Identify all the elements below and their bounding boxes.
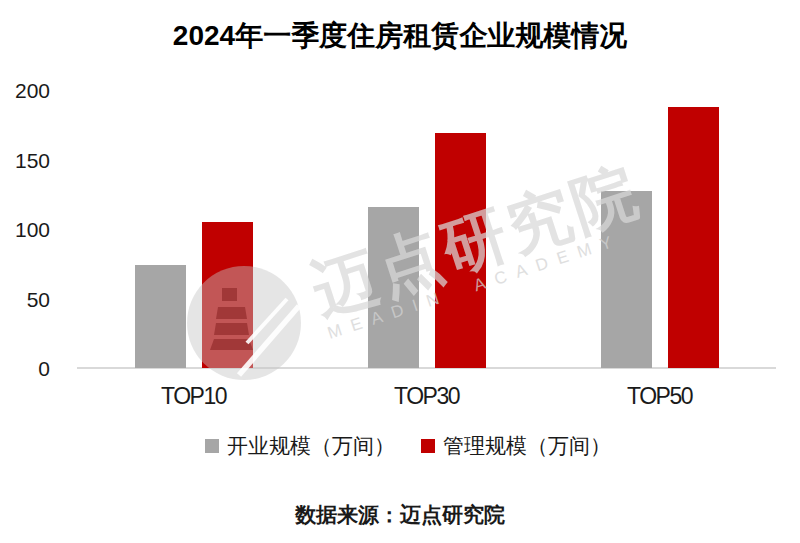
legend-swatch bbox=[421, 439, 435, 453]
data-source: 数据来源：迈点研究院 bbox=[0, 501, 800, 529]
bar-top10-open-scale bbox=[135, 265, 186, 368]
x-category-label-top50: TOP50 bbox=[600, 383, 720, 410]
y-tick-label: 200 bbox=[0, 79, 50, 103]
y-tick-label: 50 bbox=[0, 288, 50, 312]
bar-top10-managed-scale bbox=[202, 222, 253, 368]
chart-title: 2024年一季度住房租赁企业规模情况 bbox=[0, 17, 800, 55]
bar-top50-managed-scale bbox=[668, 107, 719, 368]
x-category-label-top10: TOP10 bbox=[134, 383, 254, 410]
y-tick-label: 150 bbox=[0, 149, 50, 173]
bar-top30-managed-scale bbox=[435, 133, 486, 368]
legend-label: 开业规模（万间） bbox=[227, 432, 395, 460]
legend-swatch bbox=[205, 439, 219, 453]
y-tick-label: 100 bbox=[0, 218, 50, 242]
y-tick-label: 0 bbox=[0, 357, 50, 381]
bar-top50-open-scale bbox=[601, 191, 652, 368]
x-category-label-top30: TOP30 bbox=[367, 383, 487, 410]
legend-label: 管理规模（万间） bbox=[443, 432, 611, 460]
legend: 开业规模（万间） 管理规模（万间） bbox=[0, 432, 800, 460]
legend-item-open-scale: 开业规模（万间） bbox=[205, 432, 395, 460]
legend-item-managed-scale: 管理规模（万间） bbox=[421, 432, 611, 460]
bar-top30-open-scale bbox=[368, 207, 419, 368]
